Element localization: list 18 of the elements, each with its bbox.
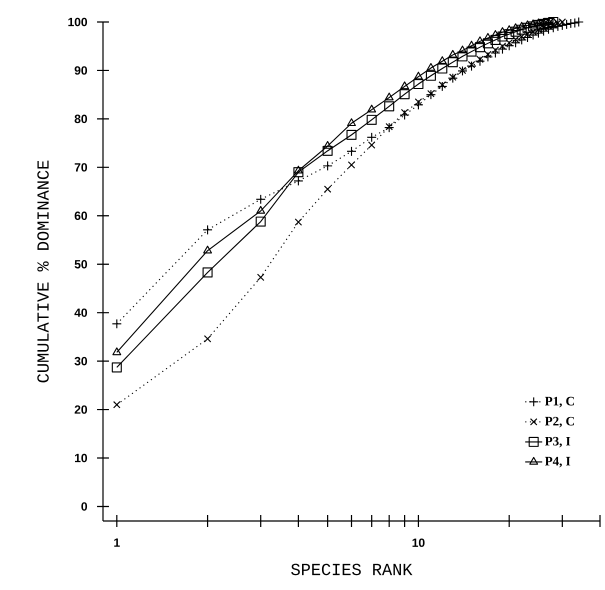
- y-tick-label: 80: [74, 114, 88, 124]
- y-tick-label: 90: [74, 66, 88, 75]
- x-tick-label: 1: [114, 538, 120, 547]
- y-tick-label: 70: [74, 163, 88, 172]
- legend-label: P1, C: [544, 396, 574, 408]
- y-tick-label: 100: [68, 18, 88, 26]
- y-axis-title: CUMULATIVE % DOMINANCE: [37, 160, 49, 382]
- y-tick-label: 30: [74, 356, 88, 366]
- y-tick-label: 50: [74, 260, 88, 268]
- x-axis-title: SPECIES RANK: [291, 564, 412, 576]
- y-tick-label: 40: [74, 308, 88, 317]
- y-tick-label: 0: [81, 502, 88, 511]
- y-tick-label: 10: [74, 454, 88, 462]
- y-tick-label: 60: [74, 212, 88, 220]
- legend-label: P4, I: [544, 456, 570, 468]
- legend-label: P3, I: [544, 436, 570, 448]
- legend-label: P2, C: [544, 416, 574, 428]
- y-tick-label: 20: [74, 405, 88, 414]
